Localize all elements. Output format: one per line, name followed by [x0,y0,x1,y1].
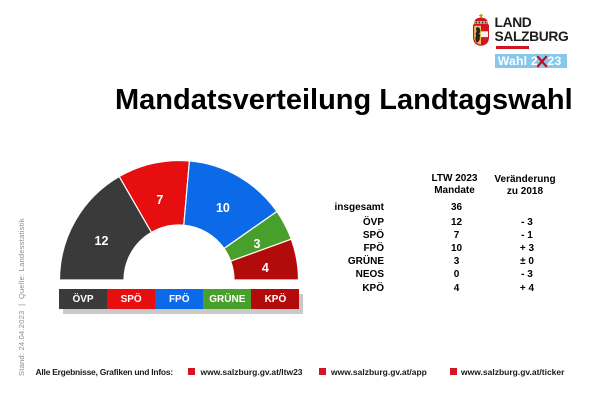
svg-text:12: 12 [95,234,109,248]
svg-text:4: 4 [262,261,269,275]
svg-text:7: 7 [156,193,163,207]
svg-text:3: 3 [254,237,261,251]
svg-text:10: 10 [216,201,230,215]
